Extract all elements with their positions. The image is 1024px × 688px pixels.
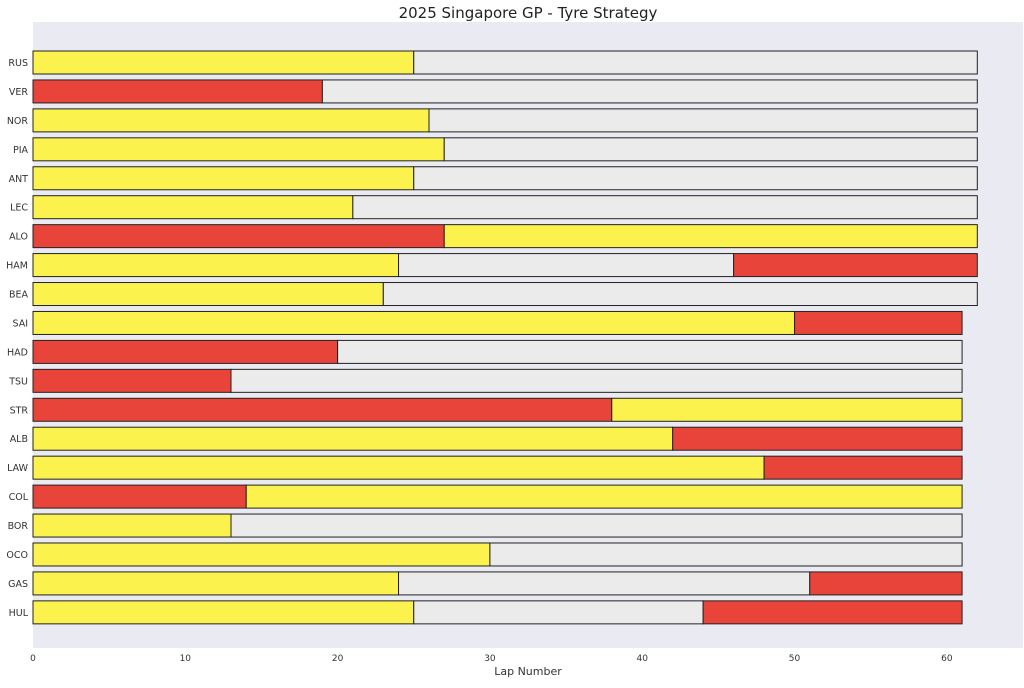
driver-label-bea: BEA: [9, 290, 29, 301]
stint-bar-gas-3: [809, 571, 963, 596]
driver-label-str: STR: [10, 405, 29, 416]
x-axis-label: Lap Number: [494, 665, 562, 678]
driver-label-ham: HAM: [6, 261, 28, 272]
stint-bar-col-1: [32, 484, 247, 509]
driver-label-oco: OCO: [6, 550, 28, 561]
stint-bar-alb-1: [32, 426, 674, 451]
stint-bar-ant-1: [32, 166, 415, 191]
stint-bar-hul-1: [32, 600, 415, 625]
stint-bar-gas-2: [398, 571, 811, 596]
stint-bar-bea-1: [32, 282, 384, 307]
stint-bar-lec-2: [352, 195, 978, 220]
driver-labels-group: RUS VER NOR PIA ANT LEC ALO HAM BEA SAI HAD TSU STR A…: [6, 58, 29, 619]
stint-bar-sai-2: [794, 310, 963, 335]
stint-bar-tsu-1: [32, 368, 232, 393]
driver-label-law: LAW: [7, 463, 28, 474]
stint-bar-rus-1: [32, 50, 415, 75]
driver-label-nor: NOR: [7, 116, 29, 127]
stint-bar-gas-1: [32, 571, 400, 596]
stint-bar-law-1: [32, 455, 765, 480]
stint-bar-oco-1: [32, 542, 491, 567]
stint-bar-hul-2: [413, 600, 704, 625]
driver-label-bor: BOR: [8, 521, 29, 532]
driver-label-alb: ALB: [10, 434, 28, 445]
stint-bar-alo-2: [443, 224, 978, 249]
x-tick-label-50: 50: [789, 654, 801, 664]
driver-label-lec: LEC: [10, 203, 28, 214]
stint-bar-pia-1: [32, 137, 445, 162]
driver-label-col: COL: [9, 492, 29, 503]
driver-label-sai: SAI: [12, 318, 28, 329]
stint-bar-pia-2: [443, 137, 978, 162]
x-tick-label-20: 20: [332, 654, 344, 664]
stint-bar-ham-3: [733, 253, 978, 278]
stint-bar-oco-2: [489, 542, 963, 567]
x-tick-label-10: 10: [180, 654, 192, 664]
stint-bar-ham-1: [32, 253, 400, 278]
x-tick-label-60: 60: [941, 654, 953, 664]
driver-label-had: HAD: [7, 347, 28, 358]
x-tick-label-30: 30: [484, 654, 496, 664]
stint-bar-lec-1: [32, 195, 354, 220]
stint-bar-ant-2: [413, 166, 978, 191]
driver-label-gas: GAS: [8, 579, 28, 590]
driver-label-rus: RUS: [8, 58, 28, 69]
stint-bar-tsu-2: [230, 368, 963, 393]
stint-bar-str-2: [611, 397, 963, 422]
bars-group: [32, 50, 978, 625]
stint-bar-had-2: [337, 339, 963, 364]
stint-bar-bea-2: [382, 282, 978, 307]
driver-label-ver: VER: [9, 87, 29, 98]
stint-bar-sai-1: [32, 310, 796, 335]
stint-bar-nor-2: [428, 108, 978, 133]
stint-bar-had-1: [32, 339, 339, 364]
x-tick-labels-group: 0 10 20 30 40 50 60: [30, 654, 953, 664]
driver-label-ant: ANT: [9, 174, 29, 185]
stint-bar-hul-3: [702, 600, 963, 625]
x-tick-label-40: 40: [637, 654, 649, 664]
stint-bar-bor-1: [32, 513, 232, 538]
driver-label-pia: PIA: [13, 145, 29, 156]
stint-bar-str-1: [32, 397, 613, 422]
stint-bar-alb-2: [672, 426, 963, 451]
stint-bar-rus-2: [413, 50, 978, 75]
driver-label-tsu: TSU: [8, 376, 28, 387]
stint-bar-ver-1: [32, 79, 323, 104]
driver-label-hul: HUL: [9, 608, 29, 619]
stint-bar-alo-1: [32, 224, 445, 249]
x-tick-label-0: 0: [30, 654, 36, 664]
stint-bar-ham-2: [398, 253, 735, 278]
stint-bar-ver-2: [321, 79, 978, 104]
stint-bar-bor-2: [230, 513, 963, 538]
stint-bar-col-2: [245, 484, 963, 509]
chart-title: 2025 Singapore GP - Tyre Strategy: [399, 4, 658, 22]
driver-label-alo: ALO: [9, 232, 28, 243]
stint-bar-law-2: [763, 455, 963, 480]
stint-bar-nor-1: [32, 108, 430, 133]
